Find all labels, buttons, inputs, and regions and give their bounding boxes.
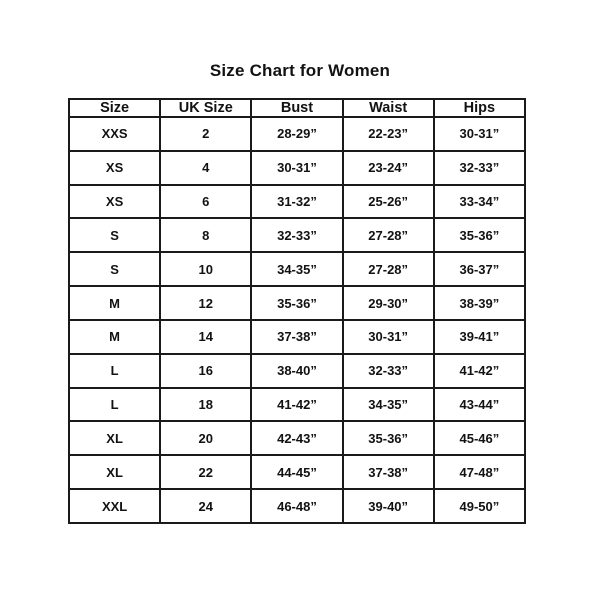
cell-bust: 31-32” <box>250 183 344 220</box>
table-body: XXS 2 28-29” 22-23” 30-31” XS 4 30-31” 23-24” 32-… <box>67 116 527 524</box>
table-row: L 16 38-40” 32-33” 41-42” <box>67 352 527 389</box>
cell-hips: 30-31” <box>432 116 527 152</box>
column-header-uk-size: UK Size <box>159 98 253 118</box>
cell-uk-size: 10 <box>159 251 253 288</box>
cell-bust: 30-31” <box>250 149 344 186</box>
cell-uk-size: 6 <box>159 183 253 220</box>
cell-bust: 42-43” <box>250 420 344 457</box>
cell-bust: 41-42” <box>250 386 344 423</box>
cell-size: XS <box>67 149 162 186</box>
cell-uk-size: 2 <box>159 116 253 152</box>
cell-uk-size: 12 <box>159 285 253 321</box>
cell-waist: 39-40” <box>341 488 435 524</box>
cell-size: L <box>67 386 162 423</box>
table-row: XL 22 44-45” 37-38” 47-48” <box>67 454 527 491</box>
cell-hips: 35-36” <box>432 217 527 254</box>
cell-bust: 35-36” <box>250 285 344 321</box>
cell-hips: 47-48” <box>432 454 527 491</box>
table-row: L 18 41-42” 34-35” 43-44” <box>67 386 527 423</box>
header-row: Size UK Size Bust Waist Hips <box>67 98 527 118</box>
cell-uk-size: 8 <box>159 217 253 254</box>
cell-waist: 27-28” <box>341 251 435 288</box>
table-row: S 8 32-33” 27-28” 35-36” <box>67 217 527 254</box>
cell-size: XXL <box>67 488 162 524</box>
cell-size: S <box>67 251 162 288</box>
page-title: Size Chart for Women <box>209 61 391 80</box>
cell-waist: 22-23” <box>341 116 435 152</box>
cell-bust: 37-38” <box>250 318 344 355</box>
cell-waist: 27-28” <box>341 217 435 254</box>
cell-hips: 43-44” <box>432 386 527 423</box>
cell-hips: 41-42” <box>432 352 527 389</box>
table-row: XS 6 31-32” 25-26” 33-34” <box>67 183 527 220</box>
column-header-hips: Hips <box>432 98 527 118</box>
table-row: XL 20 42-43” 35-36” 45-46” <box>67 420 527 457</box>
cell-uk-size: 18 <box>159 386 253 423</box>
table-header: Size UK Size Bust Waist Hips <box>67 98 527 118</box>
cell-size: S <box>67 217 162 254</box>
cell-hips: 45-46” <box>432 420 527 457</box>
cell-hips: 33-34” <box>432 183 527 220</box>
cell-size: XL <box>67 454 162 491</box>
cell-hips: 38-39” <box>432 285 527 321</box>
cell-bust: 44-45” <box>250 454 344 491</box>
table-row: XS 4 30-31” 23-24” 32-33” <box>67 149 527 186</box>
cell-bust: 46-48” <box>250 488 344 524</box>
cell-bust: 32-33” <box>250 217 344 254</box>
cell-waist: 37-38” <box>341 454 435 491</box>
cell-hips: 39-41” <box>432 318 527 355</box>
cell-uk-size: 20 <box>159 420 253 457</box>
table-row: XXS 2 28-29” 22-23” 30-31” <box>67 116 527 152</box>
cell-size: L <box>67 352 162 389</box>
cell-waist: 25-26” <box>341 183 435 220</box>
table-row: M 12 35-36” 29-30” 38-39” <box>67 285 527 321</box>
cell-waist: 35-36” <box>341 420 435 457</box>
cell-size: XXS <box>67 116 162 152</box>
column-header-waist: Waist <box>341 98 435 118</box>
table-row: S 10 34-35” 27-28” 36-37” <box>67 251 527 288</box>
cell-size: XS <box>67 183 162 220</box>
cell-hips: 36-37” <box>432 251 527 288</box>
cell-size: M <box>67 285 162 321</box>
cell-hips: 32-33” <box>432 149 527 186</box>
cell-uk-size: 4 <box>159 149 253 186</box>
cell-waist: 32-33” <box>341 352 435 389</box>
cell-uk-size: 14 <box>159 318 253 355</box>
cell-waist: 23-24” <box>341 149 435 186</box>
size-chart-table: Size UK Size Bust Waist Hips XXS 2 28-29” 2… <box>67 98 527 524</box>
table-row: M 14 37-38” 30-31” 39-41” <box>67 318 527 355</box>
cell-waist: 30-31” <box>341 318 435 355</box>
cell-waist: 34-35” <box>341 386 435 423</box>
cell-size: XL <box>67 420 162 457</box>
cell-size: M <box>67 318 162 355</box>
table-row: XXL 24 46-48” 39-40” 49-50” <box>67 488 527 524</box>
cell-bust: 38-40” <box>250 352 344 389</box>
cell-bust: 34-35” <box>250 251 344 288</box>
cell-hips: 49-50” <box>432 488 527 524</box>
column-header-size: Size <box>67 98 162 118</box>
cell-uk-size: 24 <box>159 488 253 524</box>
cell-uk-size: 16 <box>159 352 253 389</box>
column-header-bust: Bust <box>250 98 344 118</box>
cell-waist: 29-30” <box>341 285 435 321</box>
cell-uk-size: 22 <box>159 454 253 491</box>
cell-bust: 28-29” <box>250 116 344 152</box>
